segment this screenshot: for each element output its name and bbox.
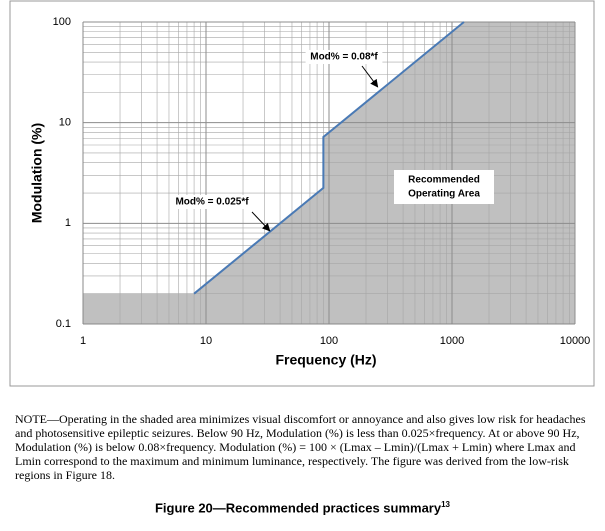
- annotation: Mod% = 0.08*f: [310, 52, 378, 63]
- x-tick-label: 10: [200, 335, 212, 347]
- annotation: Recommended: [408, 175, 480, 186]
- data-line: [193, 21, 465, 295]
- annotation: Mod% = 0.025*f: [175, 197, 249, 208]
- y-tick-label: 10: [59, 117, 71, 129]
- caption-text: Figure 20—Recommended practices summary: [154, 500, 442, 516]
- y-tick-label: 1: [65, 217, 71, 229]
- chart: 1 10 100 1000 10000 0.1 1 10 100 Mod% = 0.08*f Mod…: [9, 0, 595, 387]
- annotation-arrow: [361, 65, 379, 88]
- x-axis-title: Frequency (Hz): [275, 352, 376, 368]
- x-tick-label: 1000: [440, 335, 464, 347]
- y-axis-title: Modulation (%): [29, 123, 45, 223]
- x-tick-label: 10000: [560, 335, 591, 347]
- annotation-arrow: [251, 211, 271, 232]
- y-tick-label: 0.1: [56, 318, 71, 330]
- annotation-bg: [394, 170, 494, 204]
- annotation-bg: [170, 195, 254, 209]
- x-tick-label: 100: [320, 335, 338, 347]
- note: NOTE—Operating in the shaded area minimi…: [15, 412, 586, 482]
- annotation-bg: [305, 50, 383, 64]
- chart-frame: [9, 0, 595, 387]
- y-tick-label: 100: [53, 16, 71, 28]
- footnote-ref: 13: [441, 500, 450, 509]
- annotation: Operating Area: [408, 189, 480, 200]
- x-tick-label: 1: [80, 335, 86, 347]
- caption: Figure 20—Recommended practices summary1…: [0, 500, 605, 515]
